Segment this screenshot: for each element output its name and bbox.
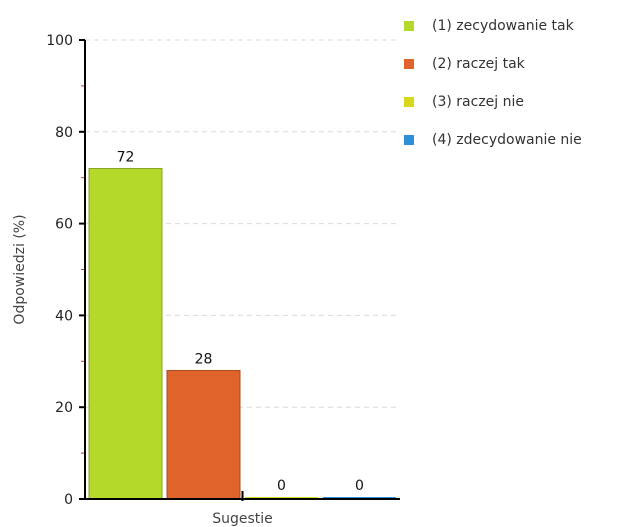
y-tick-label: 40 (55, 308, 73, 324)
legend-swatch (404, 135, 414, 145)
legend-item: (2) raczej tak (402, 56, 636, 72)
y-tick-label: 0 (64, 492, 73, 508)
legend-swatch (404, 59, 414, 69)
x-category-label: Sugestie (212, 511, 273, 527)
data-label: 0 (277, 478, 286, 494)
y-ticks: 0 20 40 60 80 100 (46, 33, 85, 508)
data-label: 28 (195, 351, 213, 367)
bar (88, 168, 163, 500)
legend-item: (3) raczej nie (402, 94, 636, 110)
bar-chart: 0 20 40 60 80 100 72 28 0 0 Sugestie Odpowiedzi … (12, 33, 400, 527)
legend-swatch (404, 21, 414, 31)
y-tick-label: 60 (55, 217, 73, 233)
legend-label: (3) raczej nie (432, 94, 524, 110)
legend: (1) zecydowanie tak (2) raczej tak (3) r… (402, 18, 636, 170)
y-tick-label: 20 (55, 400, 73, 416)
data-label: 0 (355, 478, 364, 494)
y-tick-label: 80 (55, 125, 73, 141)
legend-label: (4) zdecydowanie nie (432, 132, 582, 148)
data-labels: 72 28 0 0 (117, 150, 364, 494)
bar (166, 369, 241, 500)
legend-swatch (404, 97, 414, 107)
legend-label: (1) zecydowanie tak (432, 18, 574, 34)
y-tick-label: 100 (46, 33, 73, 49)
y-axis-title: Odpowiedzi (%) (12, 214, 28, 324)
data-label: 72 (117, 150, 135, 166)
legend-label: (2) raczej tak (432, 56, 525, 72)
legend-item: (4) zdecydowanie nie (402, 132, 602, 148)
bars (88, 168, 396, 500)
legend-item: (1) zecydowanie tak (402, 18, 636, 34)
